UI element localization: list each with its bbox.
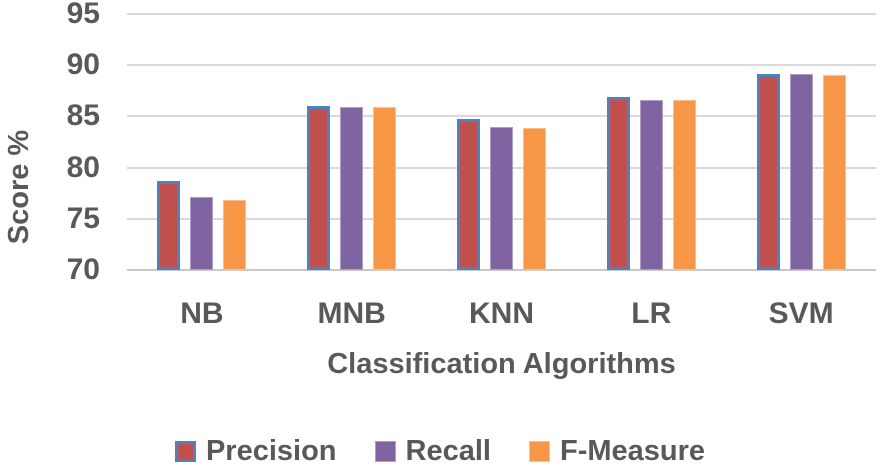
bar-recall-mnb [340,107,364,270]
bar-precision-nb [157,180,181,270]
legend-label-precision: Precision [205,435,337,467]
y-tick-label-80: 80 [66,150,100,184]
legend-swatch-recall-icon [374,441,396,462]
gridline-90 [127,64,876,67]
gridline-85 [127,115,876,118]
bar-precision-lr [606,96,630,270]
gridline-70 [127,269,876,271]
gridline-95 [127,13,876,15]
legend-item-precision: Precision [174,435,337,468]
x-category-label-nb: NB [180,297,224,330]
bar-recall-svm [789,74,813,270]
bar-precision-svm [756,74,780,270]
bar-f-measure-lr [672,100,696,270]
bar-f-measure-knn [523,127,546,270]
y-axis-title: Score % [3,129,35,245]
y-tick-label-75: 75 [66,201,100,235]
bar-f-measure-nb [223,200,247,270]
legend-swatch-precision-icon [174,441,196,462]
legend-swatch-f-measure-icon [528,441,550,462]
legend-item-f-measure: F-Measure [528,435,706,468]
legend-label-recall: Recall [405,435,491,467]
x-category-label-lr: LR [631,297,672,330]
y-tick-label-70: 70 [66,253,100,286]
bar-f-measure-svm [822,75,846,270]
bar-f-measure-mnb [373,107,397,270]
bar-recall-knn [490,126,513,270]
legend-item-recall: Recall [374,435,491,468]
x-category-label-svm: SVM [768,297,834,330]
bar-recall-nb [190,197,214,270]
bar-precision-knn [457,119,480,270]
x-category-label-knn: KNN [469,297,534,330]
bar-recall-lr [639,100,663,270]
y-tick-label-90: 90 [66,48,100,82]
y-tick-label-85: 85 [66,99,100,133]
legend-label-f-measure: F-Measure [559,435,706,467]
y-tick-label-95: 95 [66,0,100,30]
x-category-label-mnb: MNB [317,297,386,330]
x-axis-title: Classification Algorithms [327,348,676,380]
legend: Precision Recall F-Measure [0,435,880,468]
plot-area [127,13,876,271]
bar-precision-mnb [307,106,331,270]
